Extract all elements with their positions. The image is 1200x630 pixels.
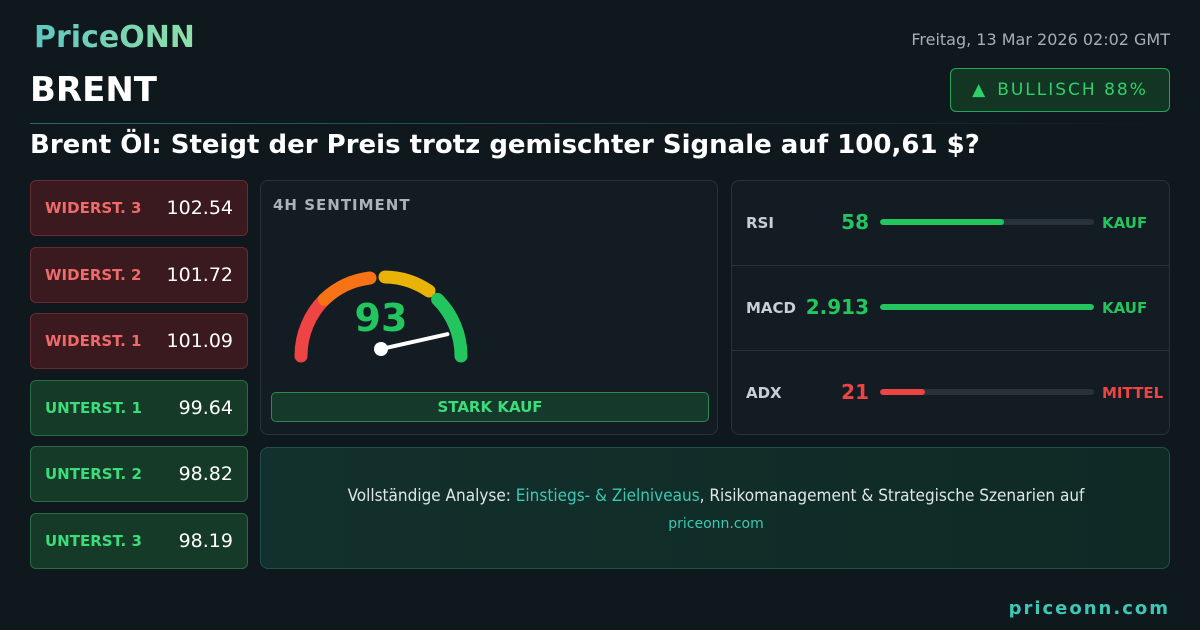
indicator-bar: [880, 304, 1094, 310]
level-value: 101.09: [166, 330, 233, 353]
level-value: 99.64: [178, 396, 233, 419]
level-label: UNTERST. 1: [45, 398, 142, 417]
headline: Brent Öl: Steigt der Preis trotz gemisch…: [30, 130, 980, 160]
badge-icon: ▲: [972, 80, 988, 100]
date: Freitag, 13 Mar 2026 02:02 GMT: [911, 30, 1170, 49]
level-box: UNTERST. 2 98.82: [30, 446, 248, 503]
sentiment-signal: STARK KAUF: [271, 392, 709, 422]
level-label: WIDERST. 3: [45, 199, 142, 217]
level-value: 101.72: [166, 263, 233, 286]
cta-panel[interactable]: Vollständige Analyse: Einstiegs- & Zieln…: [260, 447, 1170, 569]
gauge-arc: [317, 271, 377, 306]
indicator-bar: [880, 389, 925, 395]
level-value: 98.19: [178, 530, 233, 552]
gauge-needle: [379, 332, 450, 351]
indicator-signal: KAUF: [1102, 299, 1148, 317]
indicator-track: [880, 304, 1094, 310]
indicator-panel: RSI 58 KAUF MACD 2.913 KAUF ADX 21 MITTEL: [731, 180, 1170, 435]
indicator-value: 58: [841, 210, 869, 234]
sentiment-panel: 4H SENTIMENT 93 STARK KAUF: [260, 180, 718, 435]
indicator-signal: KAUF: [1102, 214, 1148, 232]
indicator-row: MACD 2.913 KAUF: [732, 266, 1169, 351]
indicator-signal: MITTEL: [1102, 384, 1164, 402]
cta-highlight: Einstiegs- & Zielniveaus: [515, 486, 700, 506]
gauge: 93: [294, 270, 468, 363]
indicator-name: ADX: [746, 384, 782, 402]
level-value: 98.82: [178, 463, 233, 486]
level-label: WIDERST. 2: [45, 265, 142, 284]
level-box: WIDERST. 3 102.54: [30, 180, 248, 236]
badge: ▲ BULLISCH 88%: [950, 68, 1170, 112]
indicator-value: 21: [841, 380, 869, 404]
level-box: UNTERST. 3 98.19: [30, 513, 248, 569]
level-label: WIDERST. 1: [45, 332, 142, 351]
symbol: BRENT: [30, 70, 157, 110]
level-box: UNTERST. 1 99.64: [30, 379, 248, 436]
indicator-name: MACD: [746, 299, 796, 317]
gauge-hub: [374, 342, 388, 356]
gauge-arc: [431, 292, 468, 363]
gauge-arc: [378, 270, 436, 298]
cta-lead: Vollständige Analyse:: [347, 486, 516, 506]
cta-rest: , Risikomanagement & Strategische Szenar…: [699, 486, 1085, 506]
level-label: UNTERST. 3: [45, 532, 142, 550]
indicator-row: RSI 58 KAUF: [732, 181, 1169, 266]
badge-text: BULLISCH 88%: [997, 80, 1148, 100]
cta-text: Vollständige Analyse: Einstiegs- & Zieln…: [261, 486, 1171, 506]
cta-link[interactable]: priceonn.com: [668, 516, 764, 532]
gauge-value: 93: [355, 296, 408, 340]
indicator-bar: [880, 219, 1005, 225]
gauge-arc: [294, 292, 331, 363]
indicator-track: [880, 389, 1094, 395]
logo[interactable]: PriceONN: [34, 20, 195, 55]
level-label: UNTERST. 2: [45, 465, 142, 484]
indicator-name: RSI: [746, 214, 774, 232]
level-value: 102.54: [166, 197, 233, 219]
indicator-row: ADX 21 MITTEL: [732, 351, 1169, 436]
separator: [30, 123, 1170, 124]
level-box: WIDERST. 1 101.09: [30, 313, 248, 370]
sentiment-title: 4H SENTIMENT: [273, 196, 411, 214]
footer-link[interactable]: priceonn.com: [1008, 598, 1170, 619]
indicator-track: [880, 219, 1094, 225]
indicator-value: 2.913: [805, 295, 869, 319]
level-box: WIDERST. 2 101.72: [30, 246, 248, 303]
